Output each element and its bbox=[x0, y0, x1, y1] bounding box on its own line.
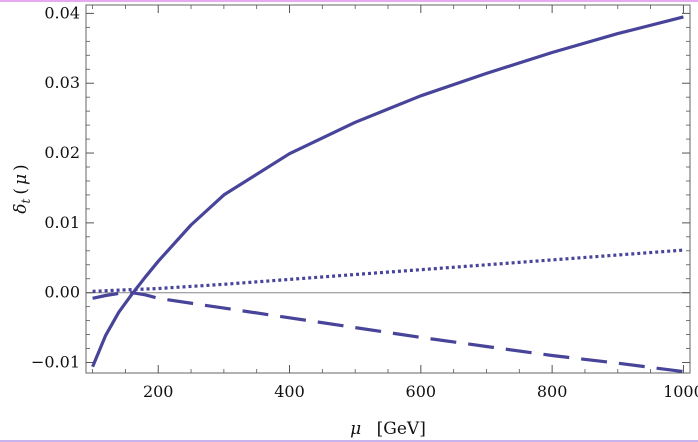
y-axis-symbol: δ bbox=[11, 203, 31, 213]
axis-ticks bbox=[86, 5, 690, 373]
x-tick-label: 1000 bbox=[663, 382, 698, 401]
y-axis-open-paren: ( bbox=[11, 188, 31, 195]
x-axis-symbol: μ bbox=[350, 419, 361, 439]
x-axis-unit: [GeV] bbox=[377, 419, 426, 439]
y-tick-label: 0.02 bbox=[44, 143, 80, 162]
x-tick-label: 800 bbox=[537, 382, 568, 401]
y-axis-title: δt ( μ) bbox=[11, 164, 33, 213]
x-tick-label: 600 bbox=[406, 382, 437, 401]
plot-frame bbox=[85, 4, 691, 374]
top-border-strip bbox=[0, 0, 698, 2]
series-layer bbox=[91, 15, 684, 374]
y-axis-subscript: t bbox=[19, 198, 33, 203]
series-line-solid bbox=[91, 15, 684, 368]
x-tick-label: 200 bbox=[143, 382, 174, 401]
tick-labels: −0.01 0.00 0.01 0.02 0.03 0.04 200 400 600 800 100… bbox=[31, 3, 698, 401]
plot-frame-rect bbox=[85, 4, 691, 374]
y-tick-label: 0.03 bbox=[44, 73, 80, 92]
y-tick-label: 0.04 bbox=[44, 3, 80, 22]
y-tick-label: 0.00 bbox=[44, 283, 80, 302]
bottom-border-strip bbox=[0, 440, 698, 442]
x-axis-title: μ [GeV] bbox=[350, 419, 426, 439]
series-line-dashed bbox=[92, 291, 684, 374]
y-tick-label: 0.01 bbox=[44, 213, 80, 232]
y-tick-label: −0.01 bbox=[31, 353, 80, 372]
series-line-dotted bbox=[92, 248, 684, 293]
y-axis-arg: μ bbox=[11, 174, 31, 185]
x-tick-label: 400 bbox=[274, 382, 305, 401]
y-axis-close-paren: ) bbox=[11, 164, 31, 171]
